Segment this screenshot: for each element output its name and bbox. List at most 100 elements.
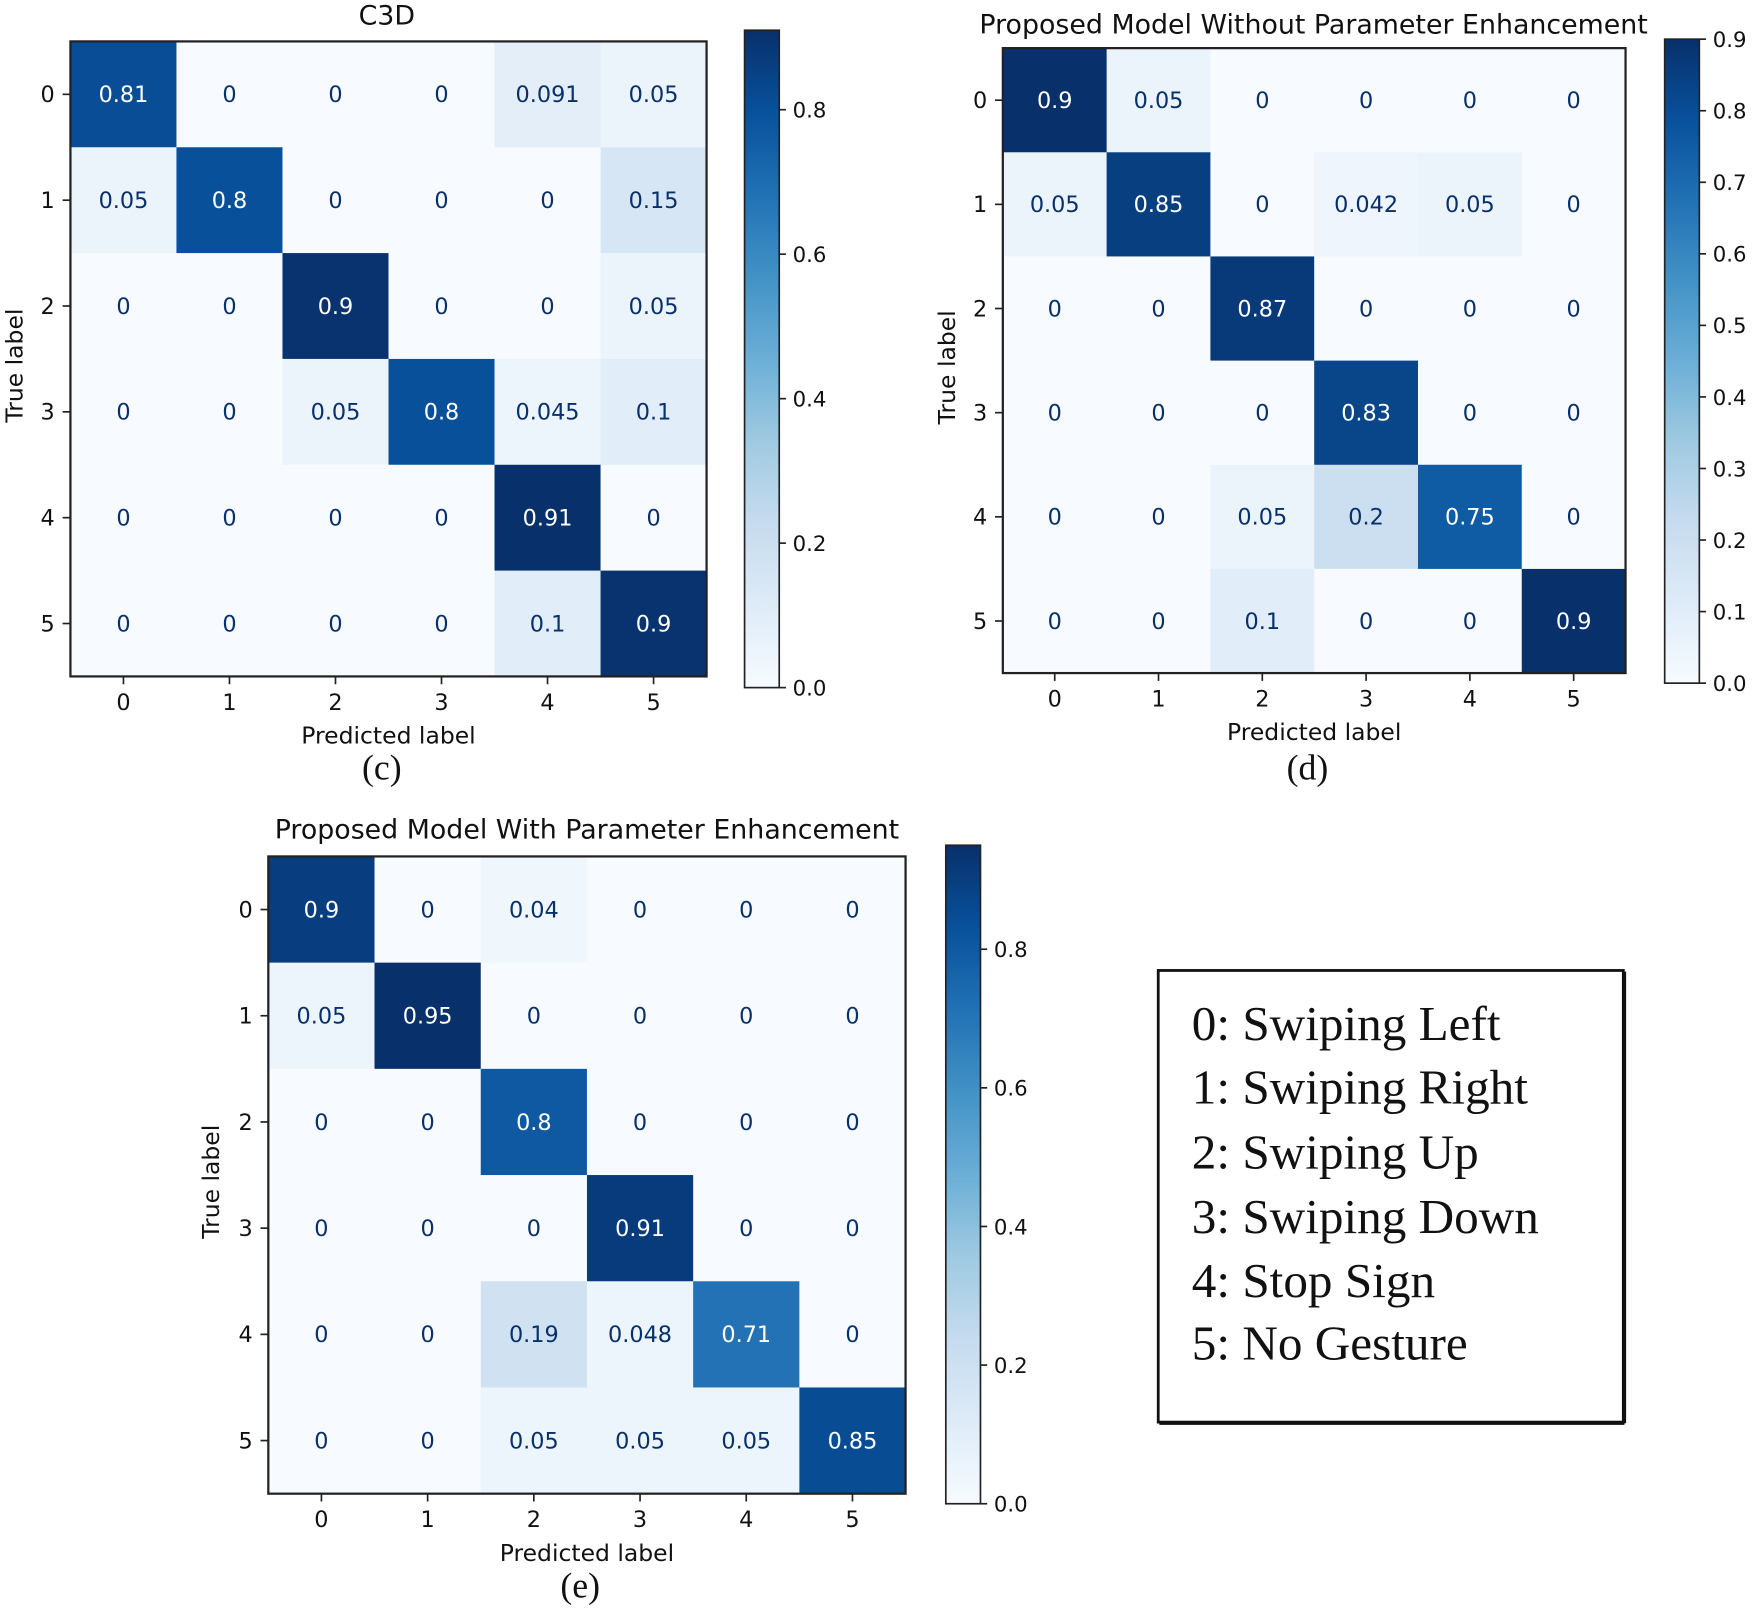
cell-value: 0 <box>1151 296 1165 322</box>
matrix-cell <box>70 41 178 148</box>
cell-value: 0.05 <box>615 1428 665 1454</box>
y-tick-label: 4 <box>41 506 55 532</box>
colorbar-tick-label: 0.0 <box>793 676 827 701</box>
matrix-cell <box>693 1387 800 1495</box>
cell-value: 0 <box>1048 296 1062 322</box>
cell-value: 0 <box>540 294 554 320</box>
matrix-cell <box>282 358 390 466</box>
cell-value: 0 <box>1567 505 1581 531</box>
cell-value: 0 <box>1359 296 1373 322</box>
matrix-cell <box>388 358 496 466</box>
matrix-cell <box>1002 152 1108 258</box>
colorbar-tick-label: 0.5 <box>1713 314 1747 339</box>
colorbar-tick-label: 0.2 <box>793 532 827 557</box>
matrix-cell <box>586 856 694 964</box>
cell-value: 0 <box>1151 401 1165 427</box>
matrix-cell <box>374 1068 482 1176</box>
cell-value: 0 <box>739 1216 753 1242</box>
cell-value: 0 <box>222 611 236 637</box>
colorbar-tick-label: 0.1 <box>1713 600 1747 625</box>
cell-value: 0.05 <box>629 82 679 108</box>
cell-value: 0 <box>434 294 448 320</box>
y-tick-label: 2 <box>238 1110 252 1136</box>
matrix-cell <box>494 147 602 254</box>
matrix-cell <box>1210 152 1315 258</box>
colorbar-tick-label: 0.2 <box>1713 529 1747 554</box>
y-tick-label: 1 <box>973 192 987 218</box>
cell-value: 0 <box>1151 505 1165 531</box>
y-tick-label: 3 <box>41 400 55 426</box>
matrix-cell <box>494 358 602 466</box>
matrix-cell <box>1210 48 1315 153</box>
matrix-cell <box>268 1387 376 1495</box>
matrix-cell <box>1521 568 1627 674</box>
matrix-cell <box>480 1281 588 1389</box>
y-tick-label: 5 <box>41 611 55 637</box>
cell-value: 0 <box>434 82 448 108</box>
matrix-cell <box>388 253 496 360</box>
cell-value: 0 <box>314 1428 328 1454</box>
matrix-cell <box>693 1175 800 1282</box>
cell-value: 0 <box>633 1110 647 1136</box>
x-tick-label: 0 <box>116 690 130 716</box>
cell-value: 0 <box>1048 609 1062 635</box>
plot-frame <box>267 855 907 1495</box>
cell-value: 0 <box>739 1110 753 1136</box>
cell-value: 0 <box>527 1004 541 1030</box>
cell-value: 0 <box>1255 192 1269 218</box>
matrix-cell <box>176 570 284 677</box>
matrix-cell <box>374 1281 482 1389</box>
matrix-cell <box>693 962 800 1070</box>
matrix-cell <box>1106 568 1211 674</box>
cell-value: 0 <box>1048 401 1062 427</box>
x-tick-label: 3 <box>434 690 448 716</box>
cell-value: 0 <box>739 1004 753 1030</box>
colorbar-tick-label: 0.4 <box>994 1215 1028 1240</box>
matrix-cell <box>70 464 178 572</box>
confusion-matrix-panel-d: Proposed Model Without Parameter Enhance… <box>933 10 1747 788</box>
y-tick-label: 0 <box>41 82 55 108</box>
cell-value: 0.05 <box>311 400 361 426</box>
matrix-cell <box>282 147 390 254</box>
cell-value: 0.05 <box>721 1428 771 1454</box>
matrix-cell <box>388 147 496 254</box>
cell-value: 0 <box>222 506 236 532</box>
cell-value: 0 <box>434 611 448 637</box>
matrix-cell <box>268 962 376 1070</box>
matrix-cell <box>1002 256 1108 362</box>
matrix-cell <box>388 464 496 572</box>
cell-value: 0 <box>1151 609 1165 635</box>
matrix-cell <box>268 1068 376 1176</box>
cell-value: 0.05 <box>629 294 679 320</box>
cell-value: 0.05 <box>509 1428 559 1454</box>
matrix-cell <box>1314 464 1419 570</box>
y-axis-label: True label <box>0 309 28 424</box>
legend-item: 0: Swiping Left <box>1192 996 1501 1051</box>
matrix-cell <box>1521 256 1627 362</box>
cell-value: 0 <box>845 1004 859 1030</box>
cell-value: 0 <box>633 897 647 923</box>
colorbar-tick-label: 0.6 <box>994 1077 1028 1102</box>
cell-value: 0 <box>314 1322 328 1348</box>
matrix-cell <box>1002 568 1108 674</box>
matrix-cell <box>176 253 284 360</box>
cell-value: 0 <box>434 506 448 532</box>
cell-value: 0.9 <box>636 611 672 637</box>
matrix-cell <box>374 1175 482 1282</box>
matrix-cell <box>1210 568 1315 674</box>
y-tick-label: 0 <box>238 897 252 923</box>
cell-value: 0.87 <box>1237 296 1287 322</box>
cell-value: 0 <box>1463 88 1477 114</box>
x-tick-label: 3 <box>1359 687 1373 713</box>
colorbar-tick-label: 0.4 <box>793 387 827 412</box>
cell-value: 0 <box>1255 401 1269 427</box>
cell-value: 0.9 <box>1037 88 1073 114</box>
matrix-cell <box>282 570 390 677</box>
cell-value: 0 <box>633 1004 647 1030</box>
matrix-cell <box>494 570 602 677</box>
matrix-cell <box>282 253 390 360</box>
cell-value: 0 <box>845 1216 859 1242</box>
matrix-cell <box>1106 48 1211 153</box>
matrix-cell <box>1521 48 1627 153</box>
